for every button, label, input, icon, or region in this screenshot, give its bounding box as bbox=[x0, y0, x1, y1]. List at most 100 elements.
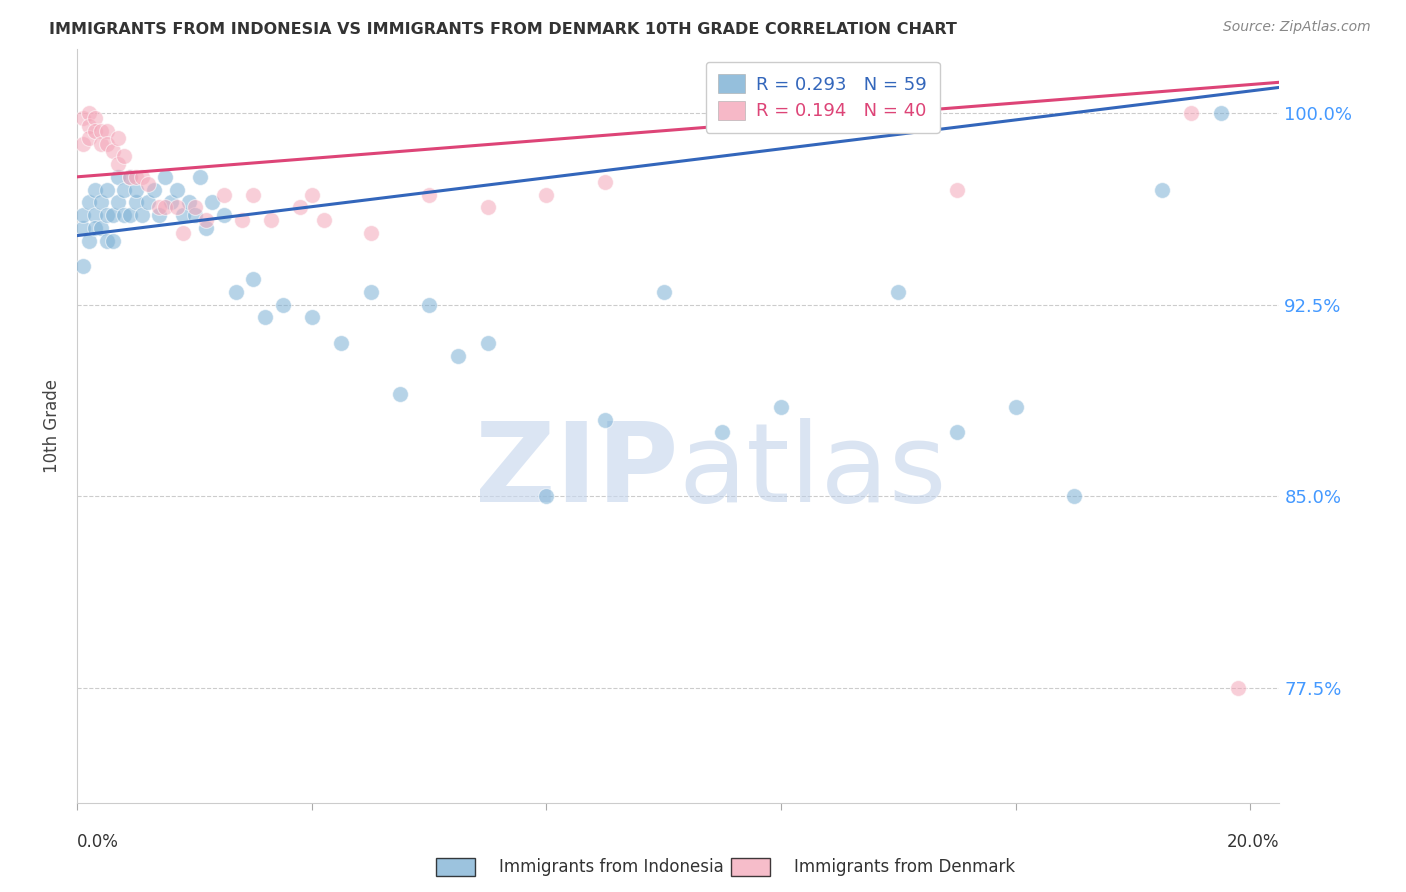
Point bbox=[155, 201, 177, 215]
Point bbox=[536, 187, 558, 202]
Point bbox=[90, 136, 112, 151]
Point bbox=[477, 335, 499, 350]
Point bbox=[131, 169, 153, 184]
Point bbox=[1180, 106, 1202, 120]
Point bbox=[288, 201, 311, 215]
Text: Immigrants from Indonesia: Immigrants from Indonesia bbox=[499, 858, 724, 876]
Point bbox=[593, 412, 616, 426]
Y-axis label: 10th Grade: 10th Grade bbox=[44, 379, 62, 473]
Point bbox=[177, 195, 200, 210]
Point bbox=[72, 136, 94, 151]
Point bbox=[711, 425, 734, 440]
Point bbox=[183, 201, 205, 215]
Point bbox=[887, 285, 910, 299]
Point bbox=[155, 169, 177, 184]
Point bbox=[148, 201, 170, 215]
Point bbox=[148, 208, 170, 222]
Point bbox=[1209, 106, 1232, 120]
Point bbox=[96, 183, 118, 197]
Text: Immigrants from Denmark: Immigrants from Denmark bbox=[794, 858, 1015, 876]
Point bbox=[301, 187, 323, 202]
Text: ZIP: ZIP bbox=[475, 417, 679, 524]
Point bbox=[231, 213, 253, 227]
Point bbox=[96, 208, 118, 222]
Point bbox=[125, 169, 148, 184]
Point bbox=[90, 124, 112, 138]
Point bbox=[172, 226, 194, 240]
Text: IMMIGRANTS FROM INDONESIA VS IMMIGRANTS FROM DENMARK 10TH GRADE CORRELATION CHAR: IMMIGRANTS FROM INDONESIA VS IMMIGRANTS … bbox=[49, 22, 957, 37]
Point bbox=[84, 111, 107, 125]
Text: 20.0%: 20.0% bbox=[1227, 833, 1279, 851]
Point bbox=[195, 213, 218, 227]
Point bbox=[418, 297, 440, 311]
Point bbox=[160, 195, 183, 210]
Legend: R = 0.293   N = 59, R = 0.194   N = 40: R = 0.293 N = 59, R = 0.194 N = 40 bbox=[706, 62, 939, 133]
Point bbox=[136, 178, 159, 192]
Point bbox=[477, 201, 499, 215]
Point bbox=[72, 221, 94, 235]
Point bbox=[360, 285, 382, 299]
Point bbox=[84, 221, 107, 235]
Point bbox=[225, 285, 247, 299]
Point bbox=[172, 208, 194, 222]
Point bbox=[301, 310, 323, 325]
Point bbox=[946, 183, 969, 197]
Point bbox=[388, 387, 411, 401]
Point bbox=[101, 145, 124, 159]
Point bbox=[107, 131, 129, 145]
Point bbox=[536, 489, 558, 503]
Point bbox=[312, 213, 335, 227]
Point bbox=[84, 124, 107, 138]
Point bbox=[112, 149, 135, 163]
Point bbox=[212, 208, 235, 222]
Point bbox=[90, 221, 112, 235]
Point bbox=[242, 272, 264, 286]
Point bbox=[131, 208, 153, 222]
Point bbox=[112, 183, 135, 197]
Point bbox=[183, 208, 205, 222]
Point bbox=[125, 195, 148, 210]
Text: Source: ZipAtlas.com: Source: ZipAtlas.com bbox=[1223, 20, 1371, 34]
Point bbox=[1227, 681, 1250, 695]
Point bbox=[330, 335, 353, 350]
Point bbox=[1152, 183, 1174, 197]
Point bbox=[120, 208, 142, 222]
Point bbox=[1063, 489, 1085, 503]
Point bbox=[212, 187, 235, 202]
Point bbox=[271, 297, 294, 311]
Point bbox=[72, 111, 94, 125]
Point bbox=[84, 208, 107, 222]
Point bbox=[253, 310, 276, 325]
Point bbox=[360, 226, 382, 240]
Point bbox=[96, 234, 118, 248]
Point bbox=[447, 349, 470, 363]
Point bbox=[418, 187, 440, 202]
Point bbox=[77, 106, 100, 120]
Point bbox=[201, 195, 224, 210]
Point bbox=[77, 195, 100, 210]
Point bbox=[112, 208, 135, 222]
Point bbox=[77, 131, 100, 145]
Point bbox=[166, 183, 188, 197]
Point bbox=[101, 234, 124, 248]
Point bbox=[242, 187, 264, 202]
Text: atlas: atlas bbox=[679, 417, 946, 524]
Point bbox=[652, 285, 675, 299]
Point bbox=[1004, 400, 1026, 414]
Point bbox=[120, 169, 142, 184]
Text: 0.0%: 0.0% bbox=[77, 833, 120, 851]
Point bbox=[101, 208, 124, 222]
Point bbox=[946, 425, 969, 440]
Point bbox=[136, 195, 159, 210]
Point bbox=[593, 175, 616, 189]
Point bbox=[77, 234, 100, 248]
Point bbox=[77, 119, 100, 133]
Point bbox=[190, 169, 212, 184]
Point bbox=[72, 208, 94, 222]
Point bbox=[72, 259, 94, 273]
Point bbox=[107, 169, 129, 184]
Point bbox=[260, 213, 283, 227]
Point bbox=[125, 183, 148, 197]
Point bbox=[90, 195, 112, 210]
Point bbox=[107, 157, 129, 171]
